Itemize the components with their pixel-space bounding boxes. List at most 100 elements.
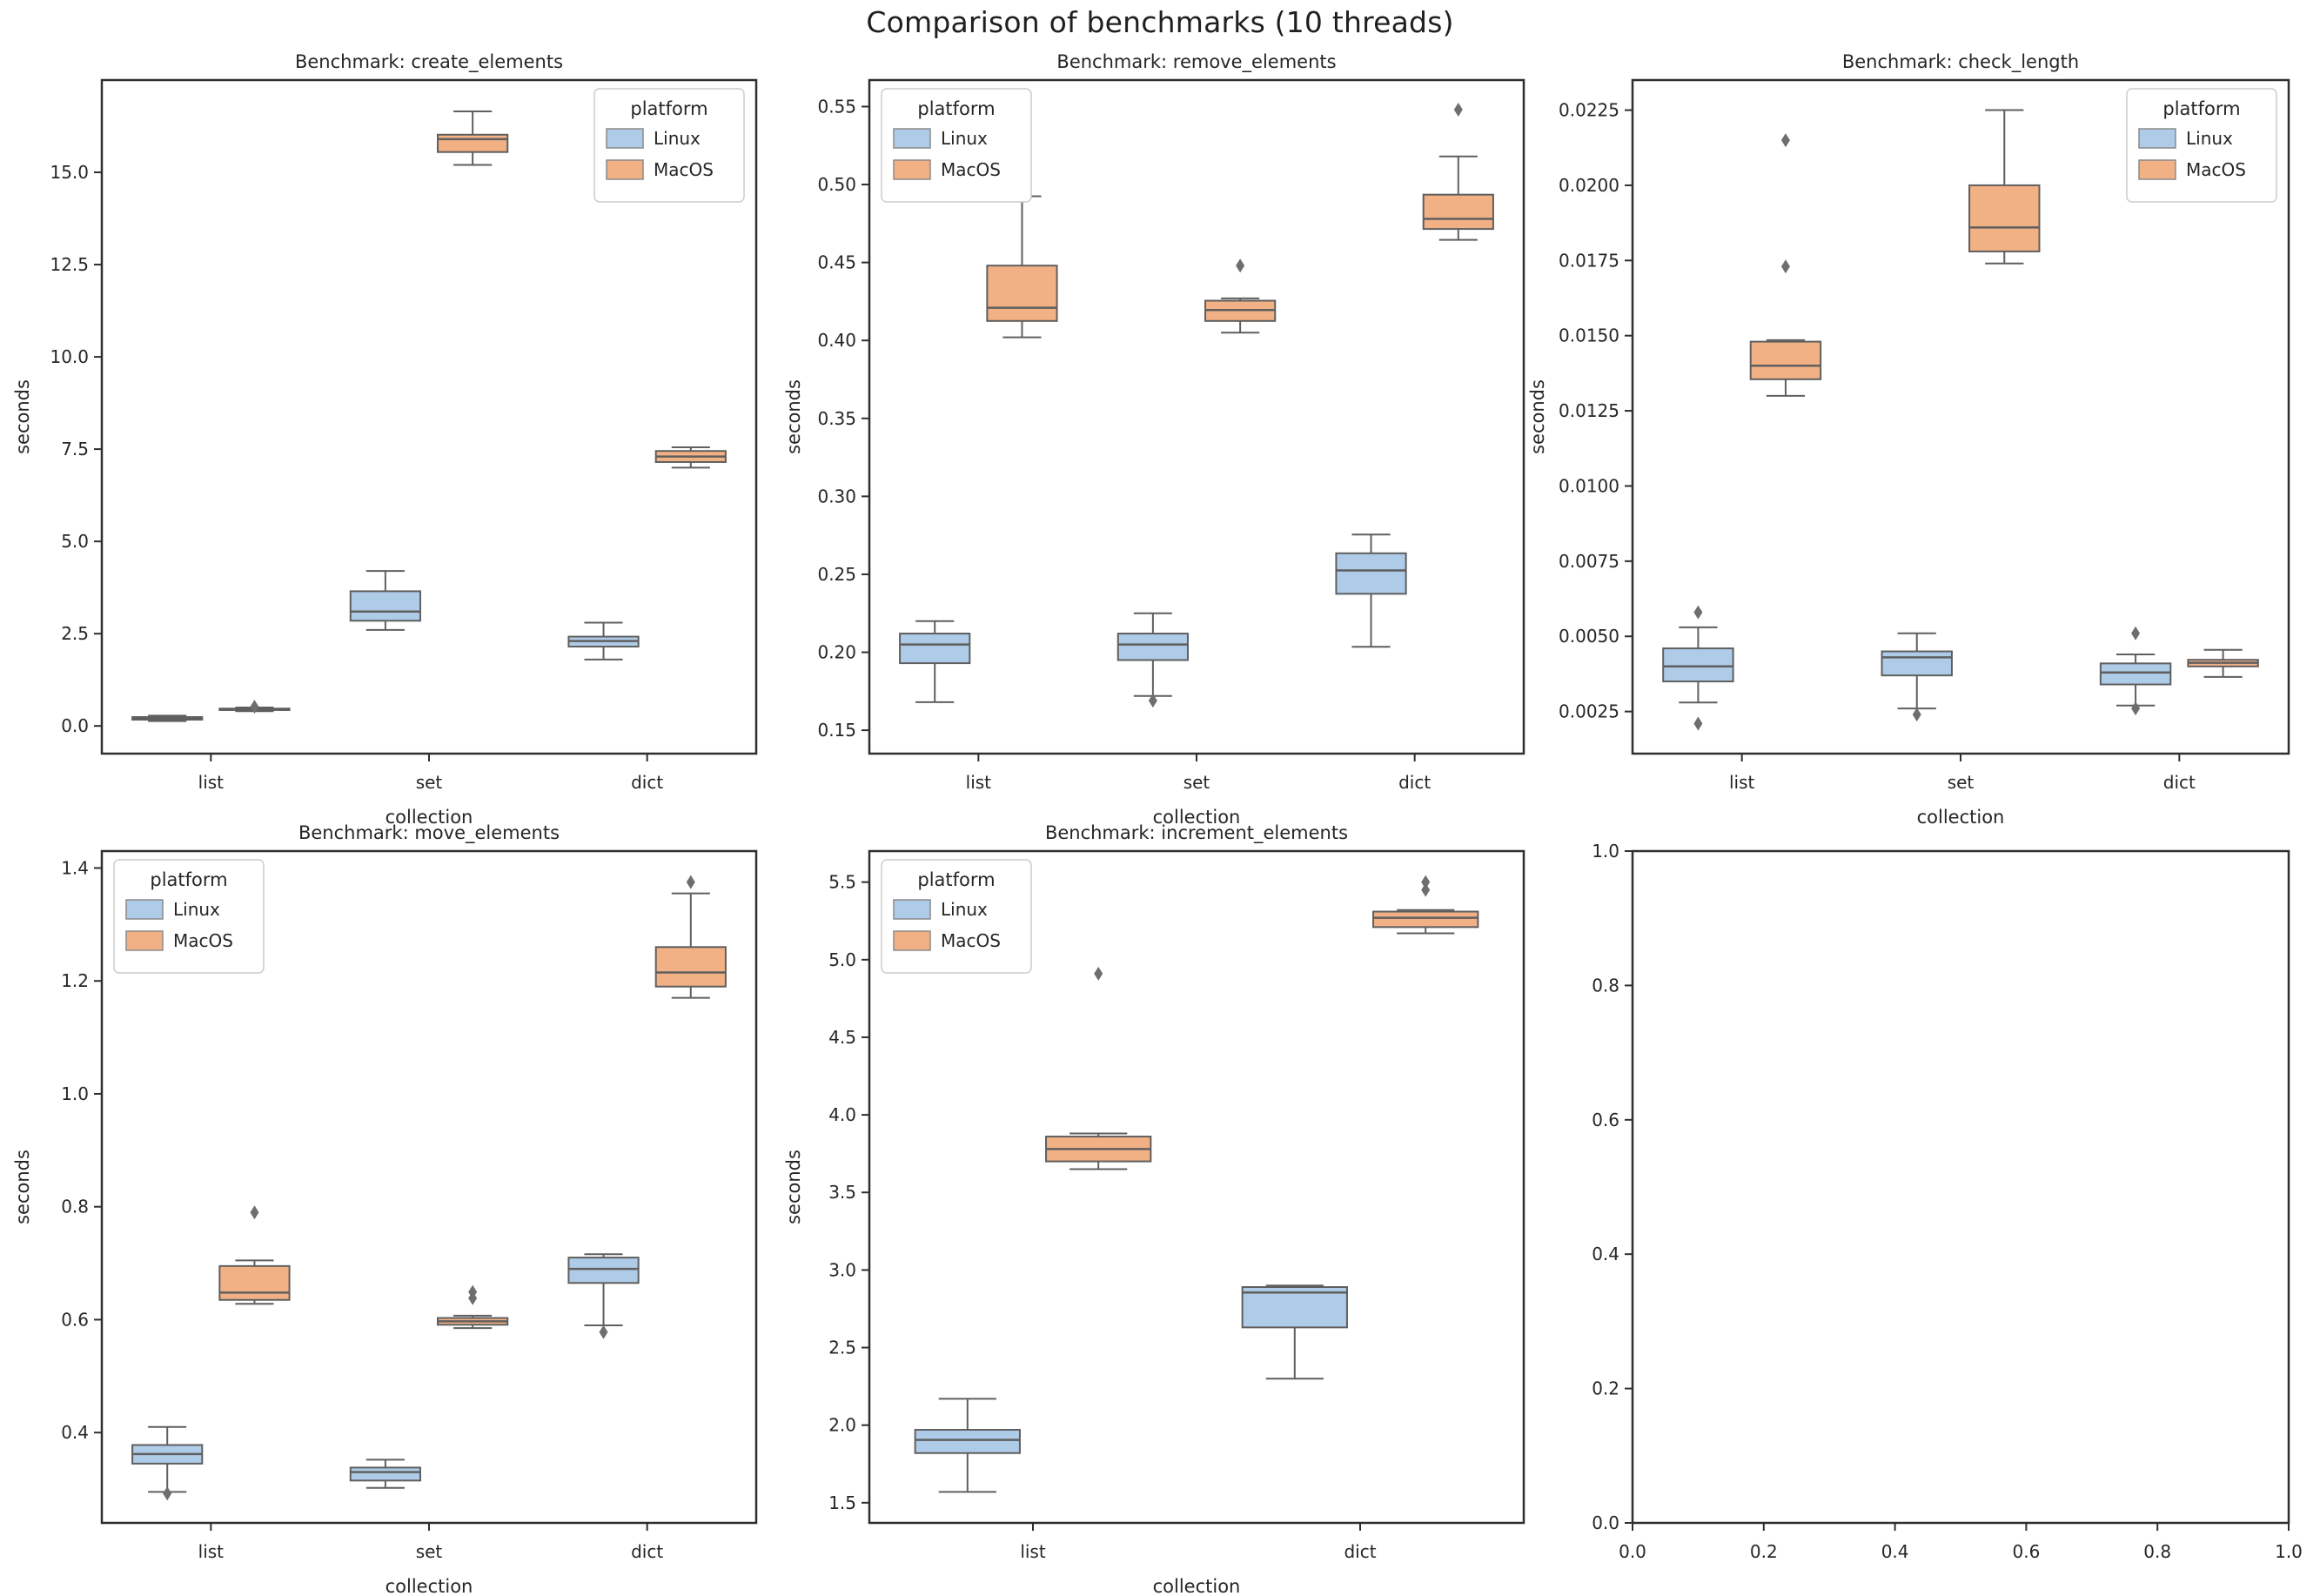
x-tick-label: 0.8: [2143, 1541, 2171, 1562]
y-tick-label: 5.5: [828, 872, 856, 893]
box-linux-dict: [567, 621, 640, 661]
legend-swatch-macos-icon: [2138, 159, 2176, 180]
subplot-title: Benchmark: check_length: [1842, 51, 2079, 73]
box-macos-dict: [2187, 648, 2259, 678]
y-tick-label: 7.5: [61, 439, 89, 459]
iqr-box: [654, 946, 727, 988]
y-tick-label: 0.0075: [1559, 551, 1619, 572]
iqr-box: [1241, 1285, 1348, 1329]
box-macos-list: [1749, 133, 1822, 397]
x-tick-label: dict: [1398, 772, 1431, 793]
y-tick-label: 0.55: [817, 96, 856, 117]
y-tick-label: 0.0225: [1559, 100, 1619, 121]
box-macos-set: [1204, 258, 1277, 334]
legend: platform Linux MacOS: [2126, 88, 2277, 203]
y-tick-label: 0.0: [1592, 1512, 1619, 1533]
y-tick-label: 0.0: [61, 715, 89, 736]
y-tick-label: 0.0100: [1559, 475, 1619, 496]
y-tick-label: 3.0: [828, 1259, 856, 1280]
y-tick-label: 0.6: [1592, 1110, 1619, 1130]
legend-title: platform: [917, 98, 995, 119]
subplot-create_elements: Benchmark: create_elements 0.0 2.5 5.0 7.5 10…: [12, 51, 758, 828]
box-macos-set: [437, 1284, 509, 1330]
box-linux-set: [349, 1459, 421, 1489]
legend: platform Linux MacOS: [881, 88, 1032, 203]
x-tick-label: list: [198, 772, 225, 793]
x-tick-label: set: [1948, 772, 1975, 793]
outlier-diamond-icon: [2131, 626, 2141, 640]
iqr-box: [218, 1264, 291, 1301]
y-tick-label: 0.6: [61, 1309, 89, 1330]
y-tick-label: 0.0150: [1559, 325, 1619, 346]
box-linux-list: [914, 1398, 1021, 1493]
legend-label: MacOS: [173, 930, 233, 951]
y-tick-label: 0.25: [817, 564, 856, 585]
y-tick-label: 4.0: [828, 1104, 856, 1125]
y-tick-label: 0.4: [1592, 1244, 1619, 1264]
x-tick-label: dict: [1344, 1541, 1376, 1562]
box-macos-set: [1968, 109, 2041, 265]
subplot-title: Benchmark: move_elements: [298, 822, 560, 844]
x-tick-label: list: [198, 1541, 225, 1562]
y-tick-label: 0.15: [817, 720, 856, 741]
axes-spines: [1631, 78, 2290, 755]
y-tick-label: 3.5: [828, 1182, 856, 1203]
iqr-box: [1881, 650, 1953, 677]
subplot-increment_elements: Benchmark: increment_elements 1.5 2.0 2.5 3.…: [783, 822, 1525, 1596]
y-tick-label: 12.5: [50, 254, 89, 275]
legend-label: MacOS: [654, 159, 714, 180]
y-tick-label: 10.0: [50, 346, 89, 367]
y-tick-label: 1.2: [61, 970, 89, 991]
box-linux-dict: [1335, 533, 1407, 648]
y-axis-label: seconds: [12, 1150, 33, 1224]
y-tick-label: 5.0: [61, 531, 89, 552]
box-linux-dict: [567, 1253, 640, 1339]
outlier-diamond-icon: [250, 700, 259, 714]
y-tick-label: 0.45: [817, 252, 856, 273]
x-tick-label: set: [1183, 772, 1210, 793]
legend-label: MacOS: [2186, 159, 2246, 180]
y-tick-label: 0.8: [61, 1197, 89, 1217]
box-macos-list: [986, 195, 1058, 339]
iqr-box: [1749, 340, 1822, 380]
box-linux-list: [1662, 605, 1734, 731]
y-tick-label: 1.0: [61, 1083, 89, 1104]
subplot-move_elements: Benchmark: move_elements 0.4 0.6 0.8 1.0 1.2 1…: [12, 822, 758, 1596]
x-tick-label: 0.0: [1619, 1541, 1646, 1562]
box-macos-dict: [1372, 875, 1479, 935]
legend-swatch-linux-icon: [125, 899, 164, 920]
y-axis-label: seconds: [12, 379, 33, 454]
x-tick-label: list: [966, 772, 992, 793]
outlier-diamond-icon: [1148, 694, 1157, 708]
outlier-diamond-icon: [163, 1486, 172, 1501]
legend-label: MacOS: [941, 930, 1001, 951]
iqr-box: [1335, 552, 1407, 595]
box-macos-dict: [654, 875, 727, 999]
iqr-box: [1662, 647, 1734, 683]
iqr-box: [899, 633, 971, 665]
legend-title: platform: [917, 869, 995, 890]
y-tick-label: 0.4: [61, 1422, 89, 1443]
y-tick-label: 0.20: [817, 642, 856, 663]
subplot-remove_elements: Benchmark: remove_elements 0.15 0.20 0.25 0.…: [783, 51, 1525, 828]
y-tick-label: 0.0200: [1559, 175, 1619, 196]
outlier-diamond-icon: [2131, 701, 2141, 716]
y-tick-label: 0.8: [1592, 975, 1619, 996]
y-tick-label: 0.2: [1592, 1378, 1619, 1399]
outlier-diamond-icon: [686, 875, 695, 889]
legend-swatch-linux-icon: [893, 128, 931, 149]
outlier-diamond-icon: [1453, 103, 1463, 117]
x-axis-label: collection: [1153, 1576, 1241, 1596]
iqr-box: [914, 1429, 1021, 1454]
outlier-diamond-icon: [1421, 875, 1431, 889]
y-axis-label: seconds: [1527, 379, 1548, 454]
y-tick-label: 2.5: [828, 1338, 856, 1358]
box-macos-list: [1045, 966, 1152, 1170]
iqr-box: [437, 133, 509, 153]
axes-spines: [868, 849, 1525, 1525]
figure-title: Comparison of benchmarks (10 threads): [866, 5, 1454, 39]
legend-swatch-linux-icon: [2138, 128, 2176, 149]
x-tick-label: list: [1729, 772, 1755, 793]
box-linux-set: [349, 570, 421, 631]
